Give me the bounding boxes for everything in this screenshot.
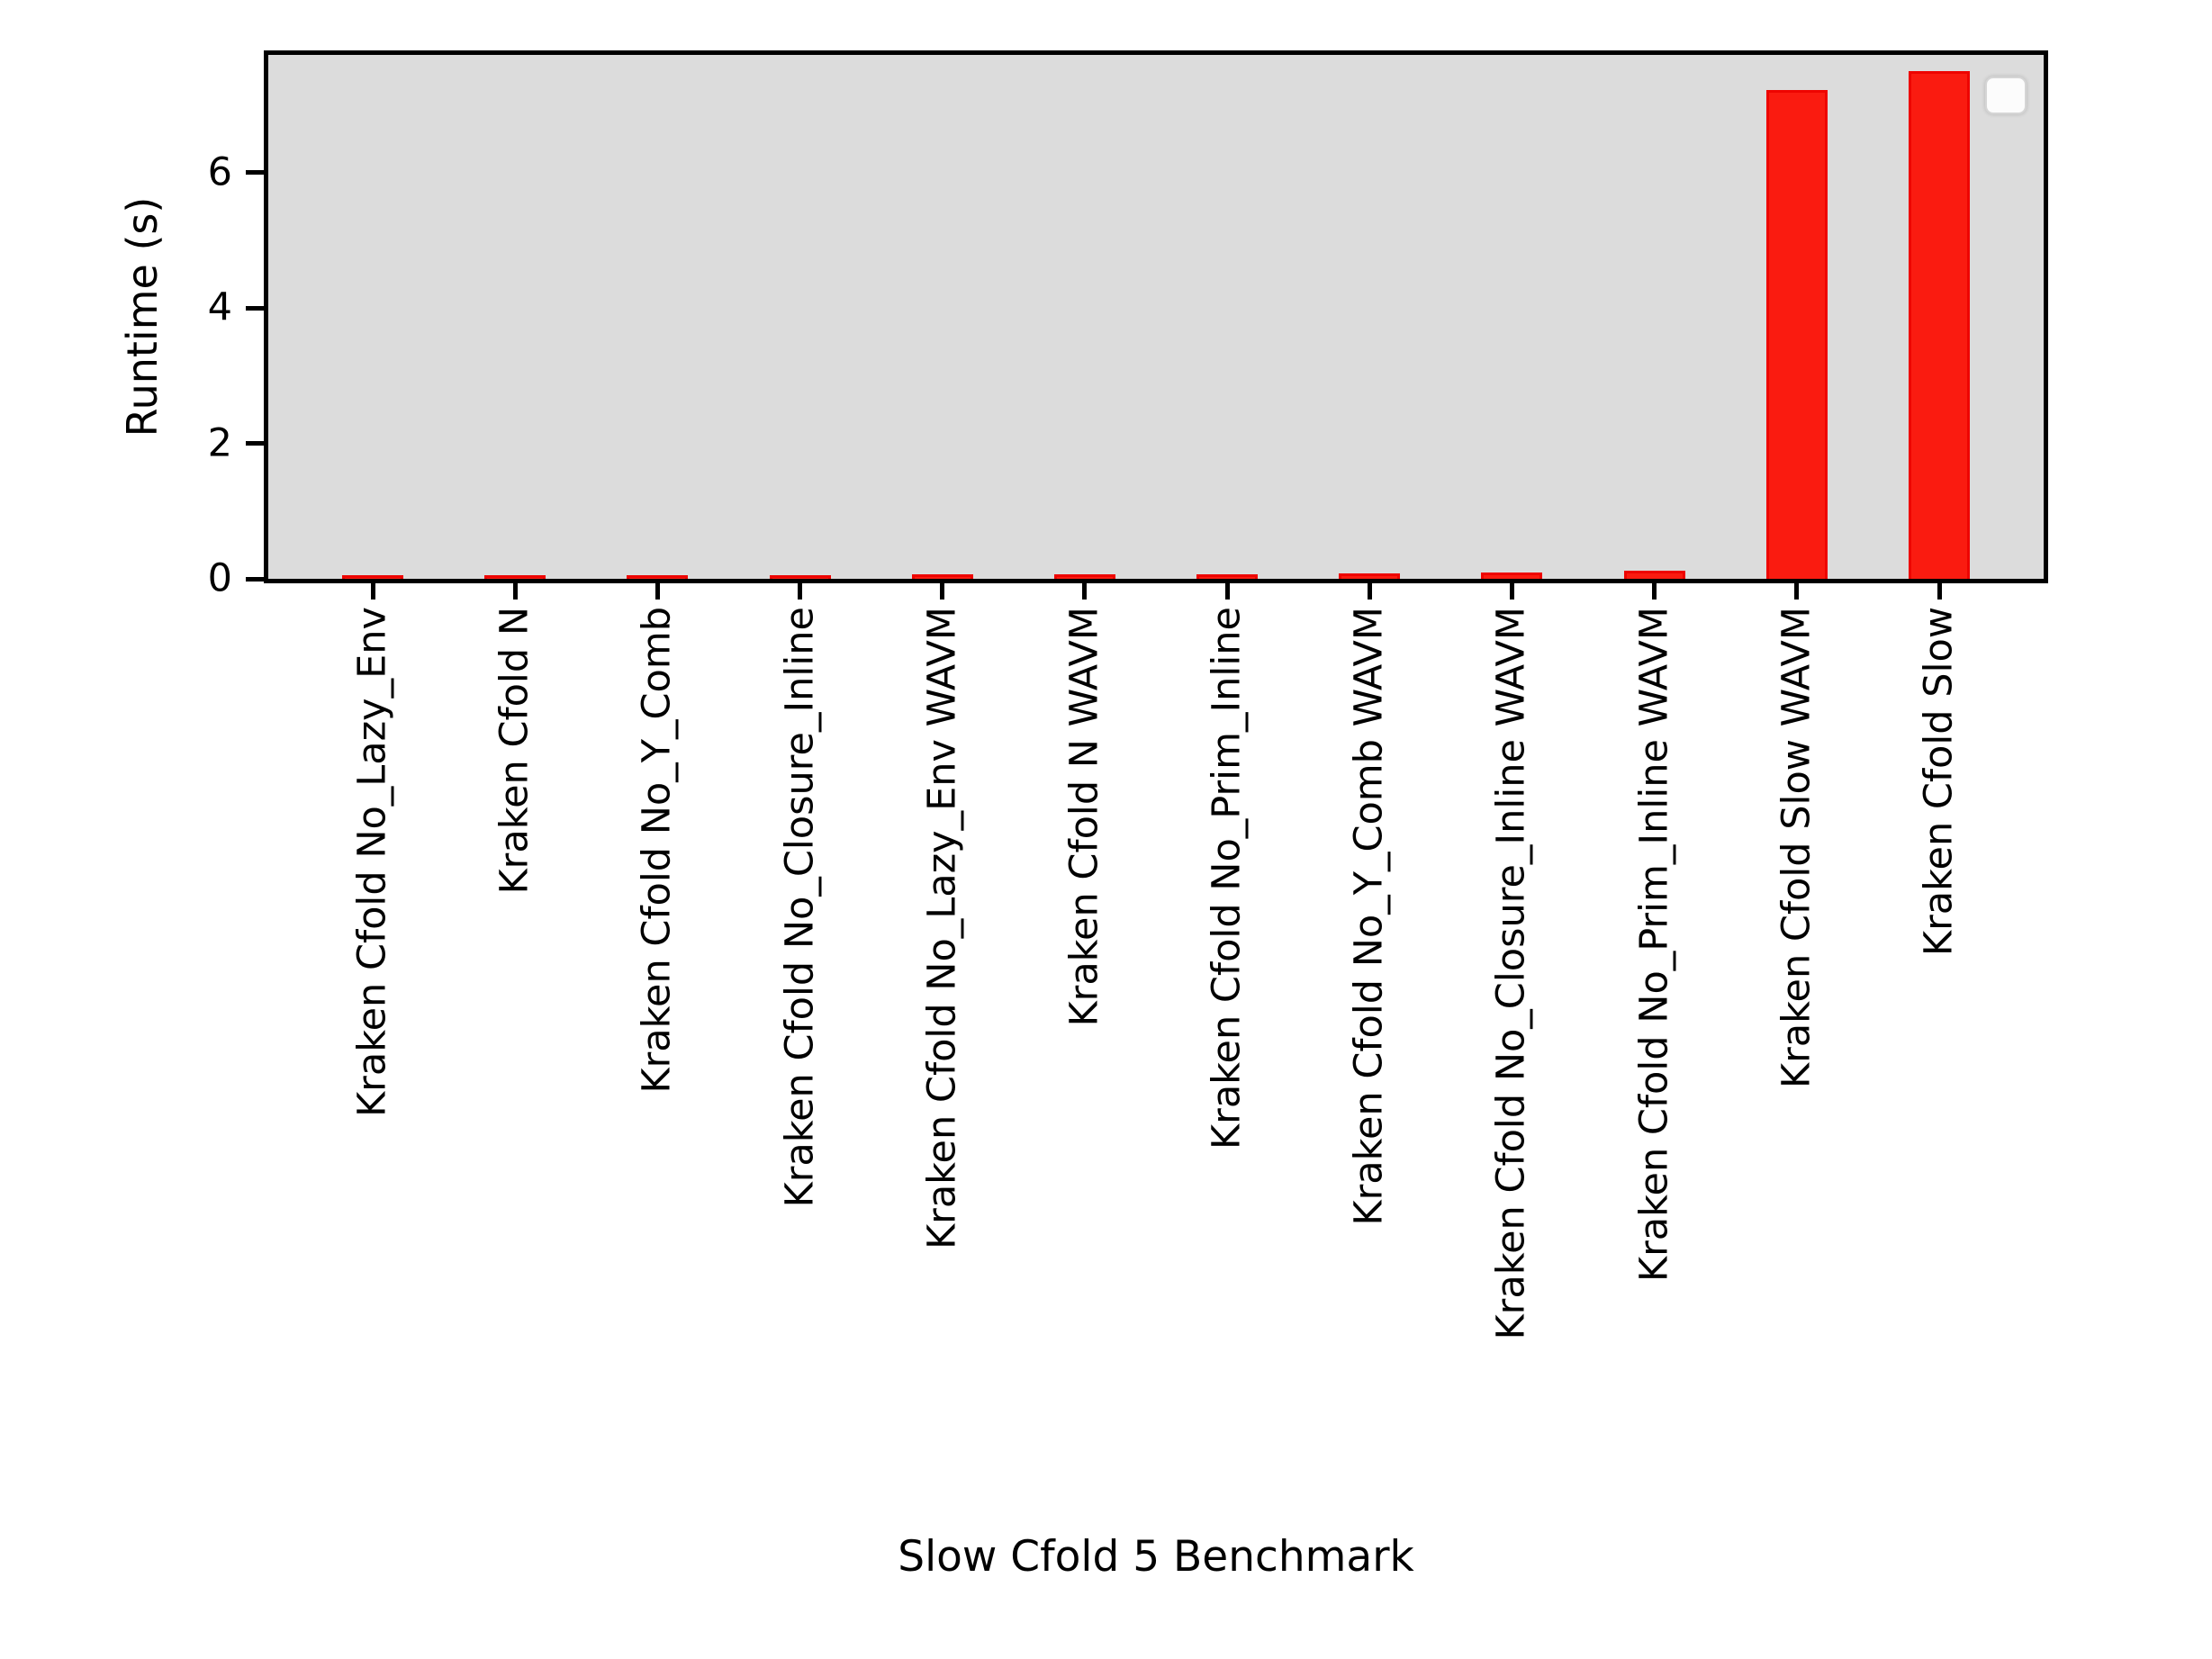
bar [1196, 573, 1259, 579]
legend-box [1985, 77, 2027, 114]
x-tick-mark [940, 583, 945, 600]
x-tick-label: Kraken Cfold No_Y_Comb WAVM [1346, 607, 1392, 1226]
bar [484, 574, 546, 579]
x-tick-mark [370, 583, 375, 600]
bar [769, 574, 831, 579]
x-tick-label: Kraken Cfold N WAVM [1061, 607, 1107, 1027]
x-tick-label: Kraken Cfold N [492, 607, 537, 895]
bar [342, 574, 403, 579]
x-axis-label: Slow Cfold 5 Benchmark [898, 1532, 1414, 1582]
x-tick-mark [1652, 583, 1657, 600]
bar [627, 575, 689, 579]
bar [1053, 573, 1115, 579]
plot-area [264, 50, 2048, 583]
x-tick-label: Kraken Cfold No_Closure_Inline WAVM [1488, 607, 1534, 1340]
x-tick-label: Kraken Cfold No_Prim_Inline [1204, 607, 1250, 1150]
x-tick-label: Kraken Cfold Slow [1916, 607, 1962, 957]
x-tick-label: Kraken Cfold No_Lazy_Env [349, 607, 395, 1118]
x-tick-label: Kraken Cfold No_Prim_Inline WAVM [1630, 607, 1676, 1283]
y-tick-label: 0 [207, 555, 232, 601]
bar [911, 573, 973, 579]
x-tick-label: Kraken Cfold Slow WAVM [1774, 607, 1819, 1089]
y-tick-label: 2 [207, 420, 232, 466]
y-tick-mark [246, 576, 264, 582]
x-tick-mark [1224, 583, 1230, 600]
bar [1623, 570, 1685, 579]
y-tick-mark [246, 441, 264, 446]
x-tick-mark [655, 583, 660, 600]
bar [1909, 71, 1970, 579]
x-tick-label: Kraken Cfold No_Closure_Inline [776, 607, 822, 1208]
x-tick-mark [1082, 583, 1088, 600]
x-tick-mark [798, 583, 803, 600]
x-tick-mark [1937, 583, 1942, 600]
bar [1765, 90, 1828, 579]
x-tick-mark [1794, 583, 1800, 600]
y-tick-mark [246, 305, 264, 311]
y-tick-label: 6 [207, 149, 232, 195]
x-tick-mark [1367, 583, 1372, 600]
x-tick-label: Kraken Cfold No_Y_Comb [634, 607, 680, 1094]
bar [1481, 573, 1543, 579]
y-tick-mark [246, 170, 264, 176]
bar [1339, 573, 1401, 579]
x-tick-label: Kraken Cfold No_Lazy_Env WAVM [919, 607, 965, 1250]
x-tick-mark [512, 583, 518, 600]
y-tick-label: 4 [207, 284, 232, 330]
x-tick-mark [1509, 583, 1514, 600]
